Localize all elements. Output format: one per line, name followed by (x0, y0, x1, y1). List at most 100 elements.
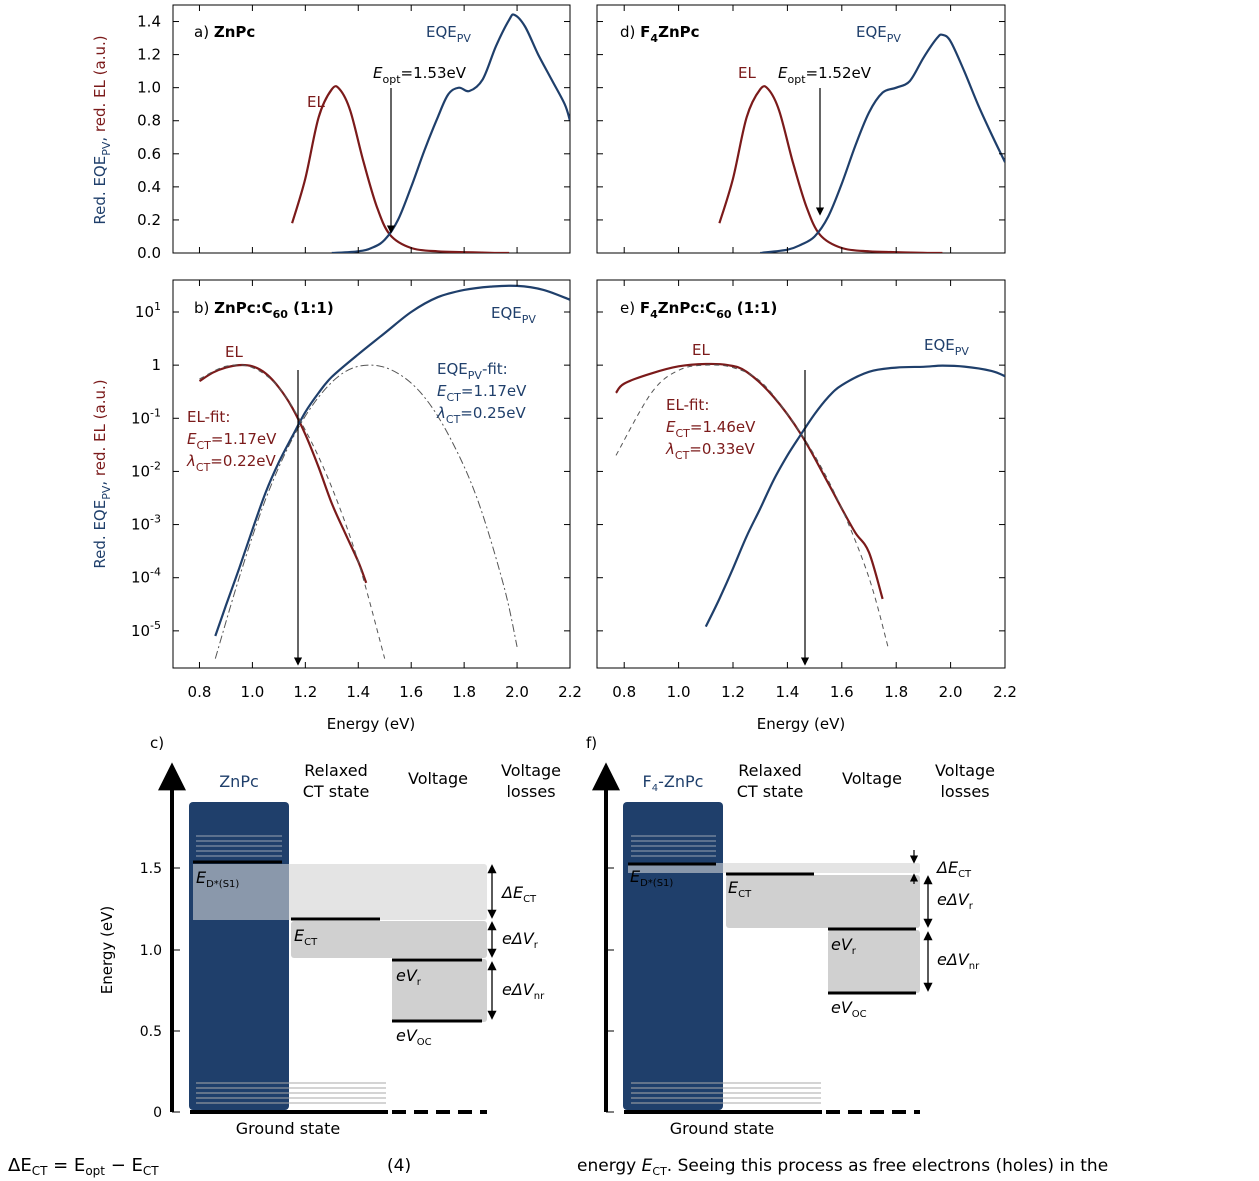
diagram-c-ground-label: Ground state (236, 1119, 340, 1138)
diagram-f-ect-label: ECT (728, 878, 752, 900)
panel-b-el-label: EL (225, 343, 243, 361)
diagram-c-losses-header-1: Voltage (501, 761, 561, 780)
x-tick-label: 1.6 (399, 683, 423, 701)
y-tick-label: 1.0 (137, 79, 161, 97)
x-tick-label: 2.2 (558, 683, 582, 701)
svg-text:ECT=1.17eV: ECT=1.17eV (437, 382, 527, 404)
x-tick-label: 1.6 (830, 683, 854, 701)
x-tick-label: 1.8 (884, 683, 908, 701)
x-tick-label: 1.0 (667, 683, 691, 701)
diagram-c-y-label: Energy (eV) (98, 906, 116, 994)
svg-text:0.5: 0.5 (140, 1024, 162, 1040)
footer-text-line: ΔECT = Eopt − ECT (4) energy ECT. Seeing… (8, 1155, 1108, 1178)
figure: a) ZnPc EL EQEPV Eopt=1.53eV d) F4ZnPc E… (91, 4, 1017, 1138)
diagram-f-y-ticks (606, 867, 614, 1113)
x-tick-label: 1.4 (346, 683, 370, 701)
panel-d-letter: d) F4ZnPc (620, 23, 700, 45)
diagram-c-ect-label: ECT (294, 926, 318, 948)
panel-a: a) ZnPc EL EQEPV Eopt=1.53eV (172, 4, 571, 254)
diagram-f-ed-label: ED*(S1) (630, 867, 673, 889)
diagram-c: c) Energy (eV) 0 0.5 1.0 1.5 (98, 734, 561, 1138)
panel-a-el-label: EL (307, 93, 325, 111)
diagram-c-evoc-label: eVOC (396, 1026, 432, 1048)
series-el-fit-line (615, 364, 889, 648)
y-tick-label: 0.8 (137, 112, 161, 130)
series-eqe-pv-line (704, 364, 1005, 628)
x-tick-label: 2.0 (505, 683, 529, 701)
panel-e-series (615, 362, 1005, 648)
diagram-c-donor-header: ZnPc (219, 772, 259, 791)
y-tick-label: 0.6 (137, 145, 161, 163)
y-tick-label: 10-1 (131, 406, 161, 427)
diagram-f: f) F4-ZnPc Relaxed CT state Voltage (586, 734, 995, 1138)
svg-text:EQEPV-fit:: EQEPV-fit: (437, 360, 508, 382)
panel-a-letter: a) ZnPc (194, 23, 255, 41)
svg-text:0: 0 (153, 1105, 162, 1121)
series-el-line (718, 85, 943, 253)
svg-text:ECT=1.46eV: ECT=1.46eV (666, 418, 756, 440)
diagram-c-dvnr-region (392, 959, 487, 1022)
diagram-f-ct-header-1: Relaxed (738, 761, 801, 780)
diagram-c-voltage-header: Voltage (408, 769, 468, 788)
x-axis-label-left: Energy (eV) (327, 715, 415, 733)
y-tick-label: 1.4 (137, 13, 161, 31)
y-tick-label: 0.2 (137, 211, 161, 229)
diagram-f-dvnr-label: eΔVnr (937, 950, 980, 972)
diagram-f-evr-label: eVr (831, 935, 857, 957)
y-tick-label: 101 (135, 300, 161, 321)
x-tick-label: 2.0 (939, 683, 963, 701)
diagram-f-losses-header-1: Voltage (935, 761, 995, 780)
y-tick-label: 1.2 (137, 46, 161, 64)
series-eqe-pv-line (214, 284, 570, 637)
series-el-line (291, 85, 510, 253)
diagram-c-ground-lines (196, 1082, 386, 1104)
panel-e-eqe-label: EQEPV (924, 336, 969, 358)
x-tick-labels: 0.8 1.0 1.2 1.4 1.6 1.8 2.0 2.2 0.8 1.0 1.2 1.4 1.6 1… (188, 683, 1017, 701)
panel-a-eqe-label: EQEPV (426, 23, 471, 45)
equation-number: (4) (387, 1156, 411, 1176)
y-tick-labels: 0.0 0.2 0.4 0.6 0.8 1.0 1.2 1.4 101 1 10-1 10-2 10-3… (131, 13, 161, 640)
diagram-f-donor-header: F4-ZnPc (643, 772, 704, 794)
y-tick-label: 0.0 (137, 244, 161, 262)
panel-b-letter: b) ZnPc:C60 (1:1) (194, 299, 334, 321)
x-tick-label: 1.0 (240, 683, 264, 701)
body-text-fragment: energy ECT. Seeing this process as free … (577, 1156, 1108, 1178)
diagram-c-y-ticks: 0 0.5 1.0 1.5 (140, 861, 180, 1121)
diagram-c-donor-overlap (193, 864, 289, 920)
series-eqe-pv-line (760, 33, 1005, 253)
diagram-f-donor-upper-lines (631, 835, 716, 857)
diagram-f-ct-header-2: CT state (737, 782, 804, 801)
diagram-c-dect-label: ΔECT (500, 883, 537, 905)
svg-text:λCT=0.25eV: λCT=0.25eV (436, 404, 526, 426)
panel-d-frame (596, 4, 1006, 254)
panel-d-eopt-label: Eopt=1.52eV (778, 64, 872, 86)
panel-d-el-label: EL (738, 64, 756, 82)
diagram-f-voltage-header: Voltage (842, 769, 902, 788)
diagram-f-dvr-region (726, 875, 920, 928)
svg-text:λCT=0.33eV: λCT=0.33eV (665, 440, 755, 462)
bottom-y-axis-label: Red. EQEPV, red. EL (a.u.) (91, 379, 113, 568)
diagram-c-dvr-label: eΔVr (502, 929, 539, 951)
panel-b-frame (172, 279, 571, 669)
panel-b: b) ZnPc:C60 (1:1) EL EQEPV EL-fit: ECT=1… (172, 279, 571, 669)
diagram-f-ground-label: Ground state (670, 1119, 774, 1138)
series-eqe-pv-line (331, 13, 570, 253)
x-tick-label: 1.4 (775, 683, 799, 701)
panel-a-series (291, 13, 570, 253)
panel-d-series (718, 33, 1005, 253)
top-y-axis-label: Red. EQEPV, red. EL (a.u.) (91, 35, 113, 224)
series-el-line (615, 362, 884, 600)
x-tick-label: 2.2 (993, 683, 1017, 701)
diagram-f-dvnr-region (828, 930, 920, 993)
x-tick-label: 0.8 (612, 683, 636, 701)
diagram-f-dect-label: ΔECT (935, 858, 972, 880)
diagram-f-donor-overlap (628, 863, 723, 873)
diagram-c-donor-block (189, 802, 289, 1110)
diagram-c-dvr-region (291, 921, 487, 958)
panel-e-el-label: EL (692, 341, 710, 359)
panel-e-el-fit-annotation: EL-fit: ECT=1.46eV λCT=0.33eV (665, 396, 756, 462)
x-tick-label: 0.8 (188, 683, 212, 701)
series-el-fit-line (199, 364, 386, 659)
x-axis-label-right: Energy (eV) (757, 715, 845, 733)
diagram-c-losses-header-2: losses (506, 782, 555, 801)
